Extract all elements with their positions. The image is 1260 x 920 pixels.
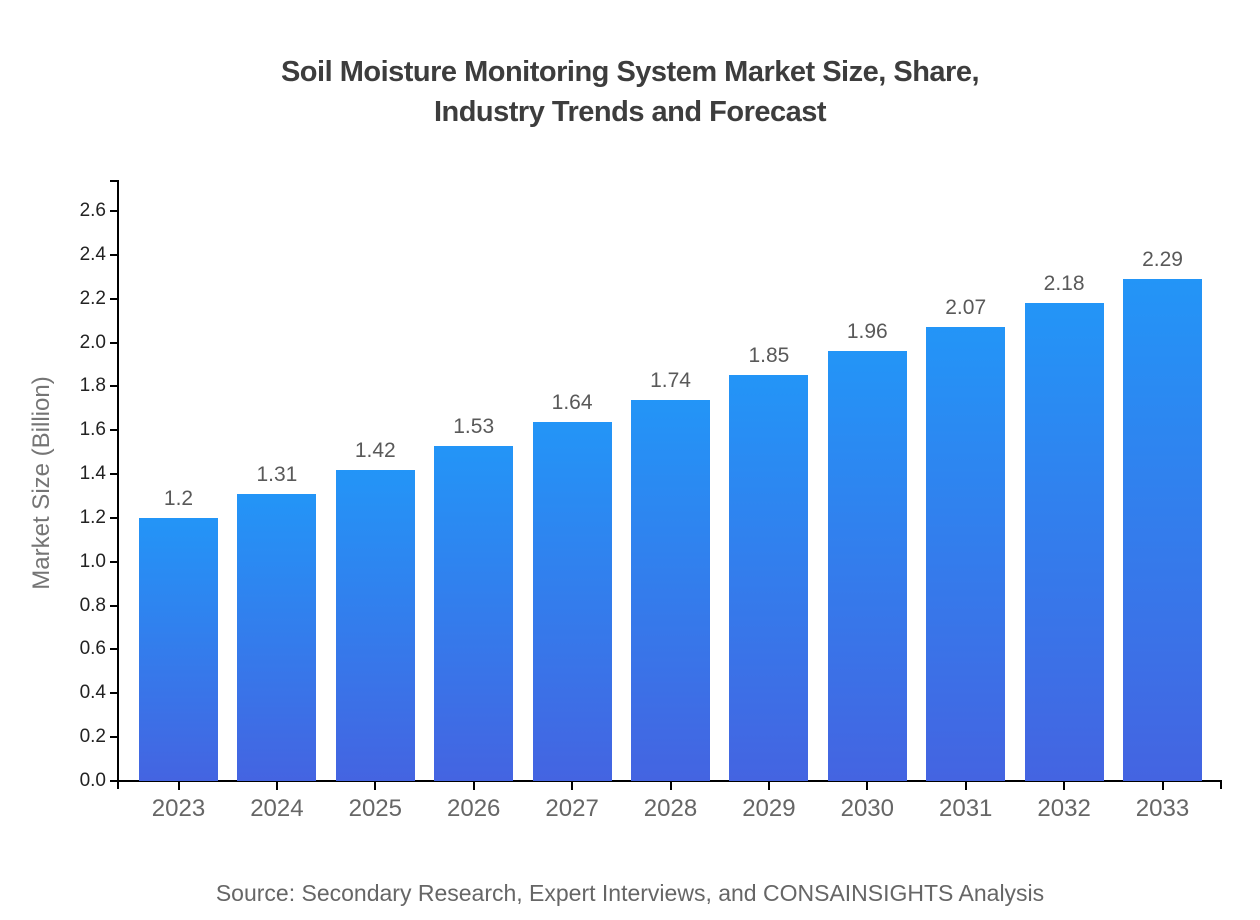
bar-value-label: 1.31 (256, 463, 298, 486)
x-axis-right-cap (1220, 781, 1222, 789)
y-axis-tick (110, 516, 118, 519)
chart-title-line1: Soil Moisture Monitoring System Market S… (280, 56, 980, 88)
bar-2033 (1123, 279, 1202, 781)
y-axis-tick (110, 648, 118, 651)
bar-2023 (139, 518, 218, 781)
chart-title: Soil Moisture Monitoring System Market S… (0, 52, 1260, 132)
bar-2031 (926, 327, 1005, 781)
bar-value-label: 1.96 (846, 320, 888, 343)
y-axis-tick-label: 1.4 (79, 463, 106, 485)
bar-value-label: 1.74 (650, 369, 691, 392)
x-axis-tick-label: 2030 (840, 795, 894, 822)
x-axis-tick-label: 2031 (938, 795, 993, 822)
y-axis-tick-label: 0.0 (79, 770, 106, 791)
bar-2026 (434, 446, 513, 781)
y-axis-tick (110, 604, 118, 607)
y-axis-tick-label: 1.8 (79, 375, 106, 397)
bar-2025 (336, 470, 415, 781)
y-axis-tick (110, 297, 118, 300)
y-axis-tick-label: 0.6 (79, 638, 106, 660)
x-axis-tick-label: 2028 (643, 795, 698, 822)
bar-2027 (533, 422, 612, 781)
chart-title-line2: Industry Trends and Forecast (433, 96, 827, 128)
bar-value-label: 2.29 (1142, 248, 1183, 271)
bar-value-label: 1.53 (453, 415, 495, 438)
y-axis-tick (110, 341, 118, 344)
y-axis-tick-label: 2.2 (79, 287, 106, 309)
x-axis-tick (669, 782, 672, 790)
y-axis-tick-label: 0.2 (79, 726, 106, 748)
x-axis-tick-label: 2025 (348, 795, 402, 822)
bar-value-label: 2.18 (1043, 272, 1085, 295)
x-axis-tick (472, 782, 475, 790)
y-axis-line (117, 181, 119, 789)
x-axis-tick-label: 2023 (151, 795, 206, 822)
y-axis-top-cap (110, 180, 119, 182)
source-attribution: Source: Secondary Research, Expert Inter… (215, 880, 1045, 906)
bar-value-label: 1.85 (748, 344, 790, 367)
x-axis-tick (177, 782, 180, 790)
y-axis-tick (110, 429, 118, 432)
x-axis-tick (964, 782, 967, 790)
y-axis-tick (110, 780, 118, 782)
y-axis-tick-label: 2.0 (79, 331, 106, 353)
y-axis-tick-label: 0.4 (79, 682, 106, 704)
y-axis-tick-label: 1.2 (79, 506, 106, 528)
y-axis-tick (110, 692, 118, 695)
y-axis-tick-label: 0.8 (79, 594, 106, 616)
y-axis-tick (110, 560, 118, 563)
x-axis-tick-label: 2026 (446, 795, 501, 822)
x-axis-tick-label: 2024 (250, 795, 304, 822)
x-axis-line (117, 780, 1222, 782)
y-axis-tick-label: 1.6 (79, 419, 106, 441)
x-axis-tick (866, 782, 869, 790)
bar-value-label: 1.2 (163, 487, 194, 510)
x-axis-tick (374, 782, 377, 790)
bar-2030 (828, 351, 907, 781)
x-axis-tick (1161, 782, 1164, 790)
y-axis-tick-label: 2.6 (79, 200, 106, 222)
x-axis-tick-label: 2027 (545, 795, 599, 822)
x-axis-tick (571, 782, 574, 790)
y-axis-tick-label: 1.0 (79, 550, 106, 572)
x-axis-tick-label: 2029 (742, 795, 796, 822)
bar-value-label: 2.07 (945, 296, 987, 319)
bar-2028 (631, 400, 710, 781)
x-axis-tick-label: 2033 (1135, 795, 1190, 822)
x-axis-tick (767, 782, 770, 790)
y-axis-tick (110, 210, 118, 213)
bar-value-label: 1.64 (551, 391, 593, 414)
y-axis-tick-label: 2.4 (79, 243, 106, 265)
x-axis-tick (1063, 782, 1066, 790)
x-axis-tick-label: 2032 (1037, 795, 1091, 822)
y-axis-tick (110, 473, 118, 476)
x-axis-tick (275, 782, 278, 790)
bar-value-label: 1.42 (354, 439, 396, 462)
y-axis-tick (110, 253, 118, 256)
bar-2032 (1025, 303, 1104, 781)
bar-2029 (729, 375, 808, 781)
y-axis-tick (110, 736, 118, 739)
bar-2024 (237, 494, 316, 781)
y-axis-tick (110, 385, 118, 388)
